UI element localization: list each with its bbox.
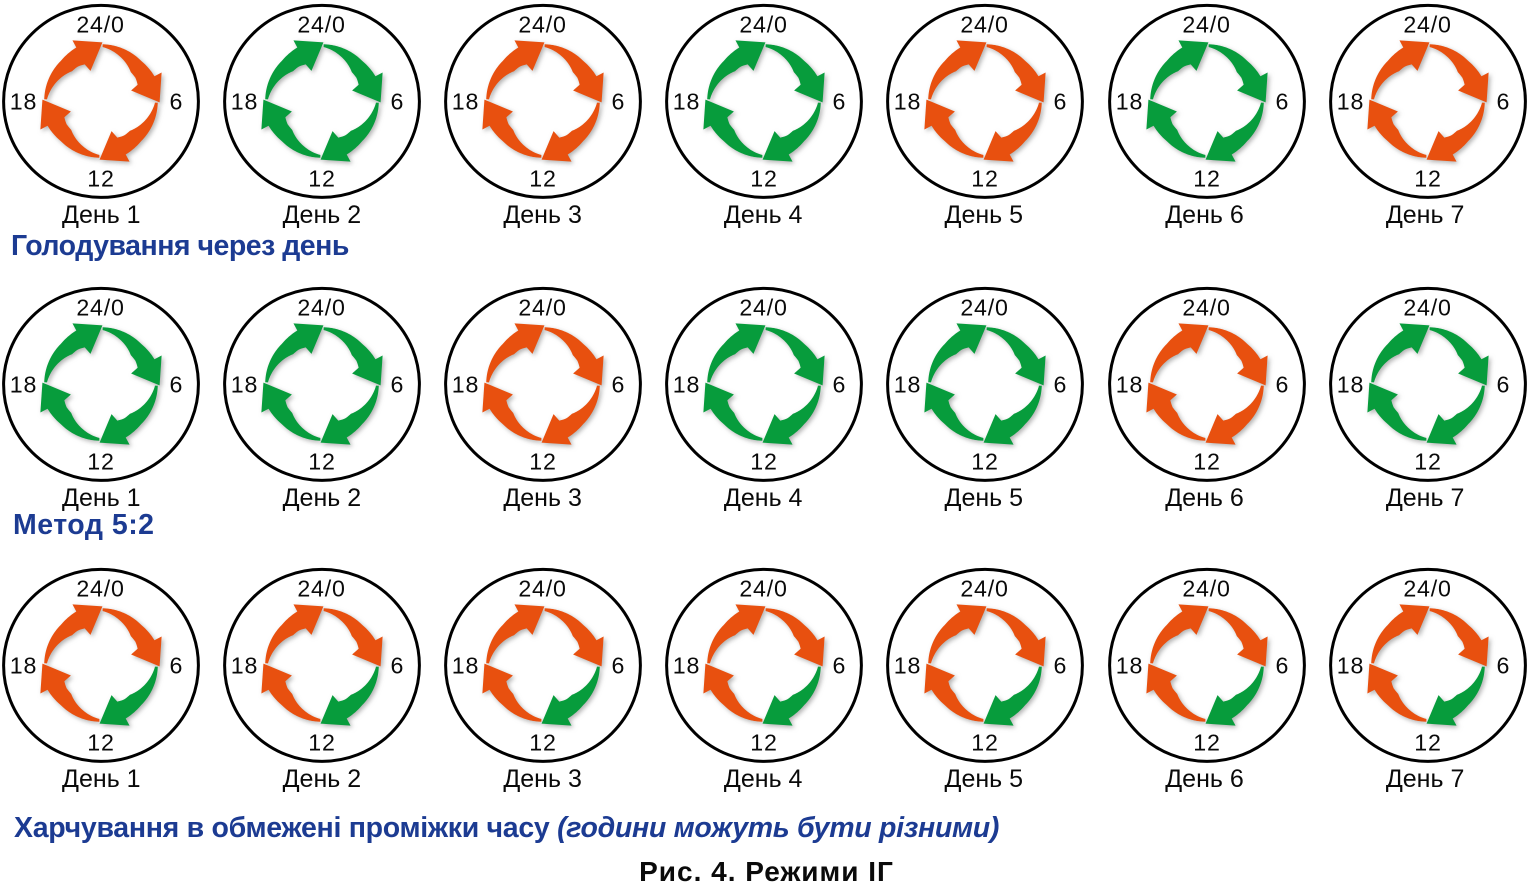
svg-text:24/0: 24/0 — [297, 12, 345, 38]
svg-text:12: 12 — [87, 729, 114, 755]
svg-text:6: 6 — [1054, 653, 1068, 679]
svg-text:12: 12 — [1193, 165, 1220, 191]
svg-text:12: 12 — [751, 729, 778, 755]
svg-text:18: 18 — [231, 653, 258, 679]
svg-text:24/0: 24/0 — [961, 576, 1009, 602]
svg-text:24/0: 24/0 — [1403, 295, 1451, 321]
svg-text:24/0: 24/0 — [740, 576, 788, 602]
svg-text:18: 18 — [1115, 653, 1142, 679]
svg-text:12: 12 — [751, 448, 778, 474]
svg-text:6: 6 — [1275, 653, 1289, 679]
svg-text:6: 6 — [1054, 89, 1068, 115]
svg-text:6: 6 — [1496, 372, 1510, 398]
svg-text:12: 12 — [529, 165, 556, 191]
svg-text:12: 12 — [751, 165, 778, 191]
svg-text:12: 12 — [1414, 448, 1441, 474]
svg-text:6: 6 — [1496, 653, 1510, 679]
svg-text:12: 12 — [972, 165, 999, 191]
svg-text:18: 18 — [231, 372, 258, 398]
svg-text:18: 18 — [1336, 372, 1363, 398]
svg-text:24/0: 24/0 — [1182, 295, 1230, 321]
svg-text:18: 18 — [1115, 372, 1142, 398]
svg-text:24/0: 24/0 — [76, 576, 124, 602]
svg-text:12: 12 — [1414, 165, 1441, 191]
svg-text:12: 12 — [87, 448, 114, 474]
svg-text:24/0: 24/0 — [1182, 576, 1230, 602]
svg-text:6: 6 — [612, 372, 626, 398]
svg-text:24/0: 24/0 — [519, 295, 567, 321]
svg-text:18: 18 — [452, 653, 479, 679]
svg-text:6: 6 — [391, 89, 405, 115]
svg-text:12: 12 — [1193, 448, 1220, 474]
svg-text:24/0: 24/0 — [297, 295, 345, 321]
svg-text:24/0: 24/0 — [961, 295, 1009, 321]
svg-text:18: 18 — [10, 372, 37, 398]
svg-text:24/0: 24/0 — [740, 295, 788, 321]
svg-text:6: 6 — [169, 653, 183, 679]
svg-text:24/0: 24/0 — [1403, 576, 1451, 602]
svg-text:6: 6 — [1275, 372, 1289, 398]
svg-text:6: 6 — [1275, 89, 1289, 115]
svg-text:12: 12 — [529, 448, 556, 474]
svg-text:18: 18 — [894, 653, 921, 679]
svg-text:18: 18 — [10, 89, 37, 115]
svg-text:24/0: 24/0 — [1182, 12, 1230, 38]
svg-text:24/0: 24/0 — [1403, 12, 1451, 38]
svg-text:18: 18 — [1115, 89, 1142, 115]
svg-text:12: 12 — [308, 448, 335, 474]
svg-text:12: 12 — [972, 729, 999, 755]
svg-text:6: 6 — [1054, 372, 1068, 398]
svg-text:6: 6 — [391, 372, 405, 398]
svg-text:6: 6 — [169, 89, 183, 115]
svg-text:18: 18 — [452, 372, 479, 398]
svg-text:24/0: 24/0 — [297, 576, 345, 602]
svg-text:18: 18 — [673, 372, 700, 398]
svg-text:24/0: 24/0 — [519, 12, 567, 38]
svg-text:12: 12 — [87, 165, 114, 191]
svg-text:12: 12 — [529, 729, 556, 755]
svg-text:18: 18 — [673, 89, 700, 115]
svg-text:18: 18 — [1336, 653, 1363, 679]
svg-text:6: 6 — [833, 653, 847, 679]
svg-text:24/0: 24/0 — [519, 576, 567, 602]
svg-text:18: 18 — [10, 653, 37, 679]
svg-text:12: 12 — [308, 165, 335, 191]
svg-text:18: 18 — [894, 372, 921, 398]
svg-text:12: 12 — [308, 729, 335, 755]
svg-text:12: 12 — [1193, 729, 1220, 755]
svg-text:18: 18 — [231, 89, 258, 115]
svg-text:12: 12 — [1414, 729, 1441, 755]
svg-text:6: 6 — [391, 653, 405, 679]
svg-text:6: 6 — [612, 653, 626, 679]
svg-text:6: 6 — [833, 89, 847, 115]
svg-text:6: 6 — [612, 89, 626, 115]
svg-text:24/0: 24/0 — [76, 12, 124, 38]
svg-text:24/0: 24/0 — [740, 12, 788, 38]
svg-text:6: 6 — [169, 372, 183, 398]
svg-text:18: 18 — [452, 89, 479, 115]
svg-text:18: 18 — [894, 89, 921, 115]
svg-text:18: 18 — [1336, 89, 1363, 115]
svg-text:24/0: 24/0 — [961, 12, 1009, 38]
svg-text:6: 6 — [1496, 89, 1510, 115]
svg-text:6: 6 — [833, 372, 847, 398]
svg-text:12: 12 — [972, 448, 999, 474]
svg-text:18: 18 — [673, 653, 700, 679]
svg-text:24/0: 24/0 — [76, 295, 124, 321]
